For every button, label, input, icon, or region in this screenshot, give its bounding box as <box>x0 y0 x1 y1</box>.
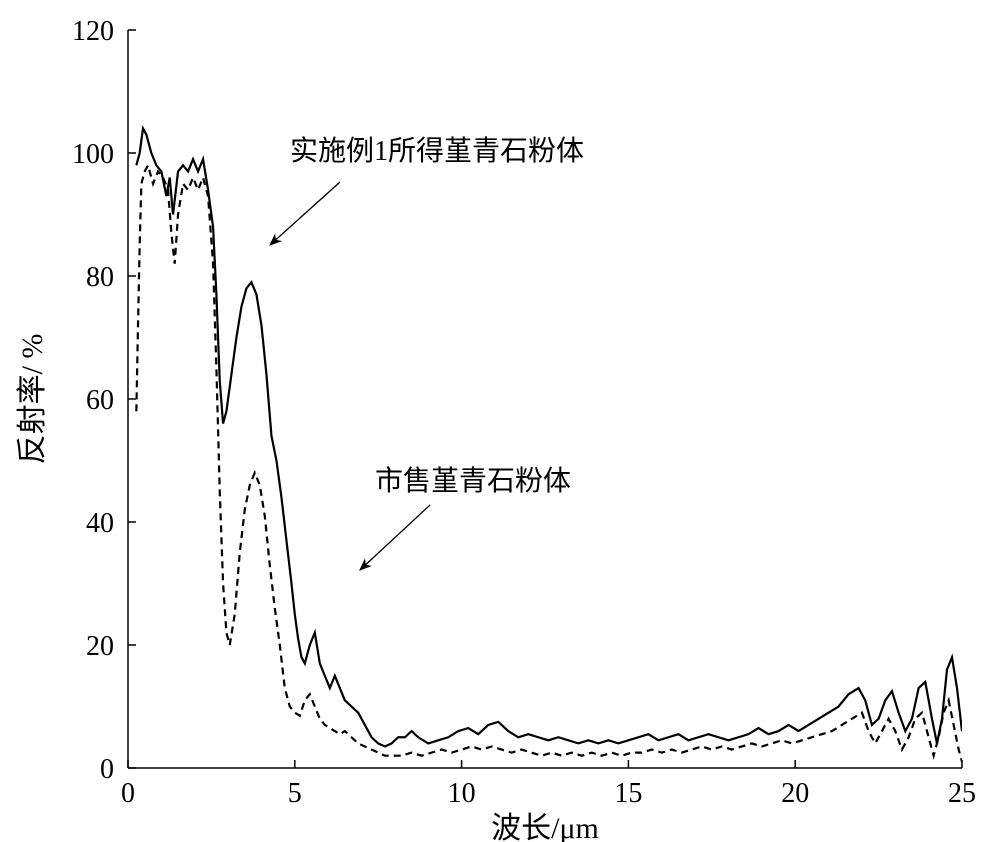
y-tick-label: 0 <box>100 754 114 785</box>
x-tick-label: 15 <box>614 778 642 809</box>
y-tick-label: 40 <box>86 508 114 539</box>
reflectance-chart: 0 5 10 15 20 25 0 20 40 60 80 100 120 波长/μm 反射率/ % 实施例1… <box>0 0 1000 842</box>
annotation-arrow-1 <box>360 505 430 570</box>
x-tick-label: 0 <box>121 778 135 809</box>
annotation-text-0: 实施例1所得堇青石粉体 <box>290 135 584 167</box>
y-tick-label: 20 <box>86 631 114 662</box>
x-tick-label: 5 <box>288 778 302 809</box>
y-tick-label: 80 <box>86 262 114 293</box>
x-axis-label: 波长/μm <box>491 812 599 842</box>
annotation-text-1: 市售堇青石粉体 <box>375 465 571 497</box>
chart-svg: 0 5 10 15 20 25 0 20 40 60 80 100 120 波长/μm 反射率/ % 实施例1… <box>0 0 1000 842</box>
y-axis-label: 反射率/ % <box>16 334 49 465</box>
series-solid <box>136 128 962 746</box>
y-tick-label: 120 <box>72 16 114 47</box>
x-tick-label: 20 <box>781 778 809 809</box>
annotation-arrow-0 <box>270 182 340 245</box>
x-tick-label: 10 <box>448 778 476 809</box>
series-dashed <box>136 165 962 762</box>
x-tick-label: 25 <box>948 778 976 809</box>
y-tick-label: 60 <box>86 385 114 416</box>
y-tick-label: 100 <box>72 139 114 170</box>
